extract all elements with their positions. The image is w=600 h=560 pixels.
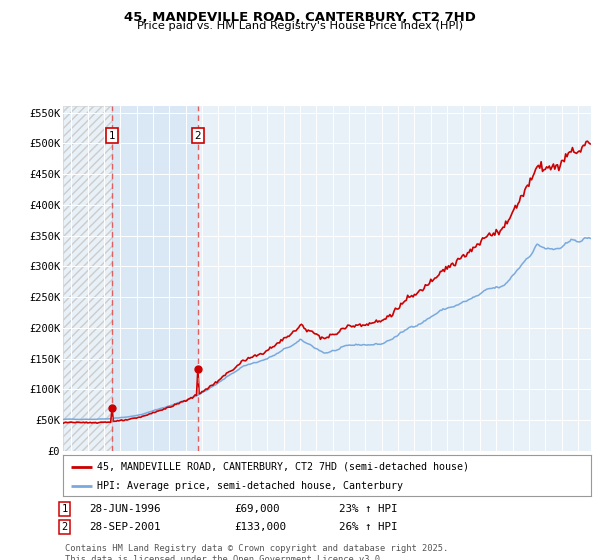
Text: 45, MANDEVILLE ROAD, CANTERBURY, CT2 7HD: 45, MANDEVILLE ROAD, CANTERBURY, CT2 7HD xyxy=(124,11,476,24)
Text: 23% ↑ HPI: 23% ↑ HPI xyxy=(339,504,397,514)
Text: 2: 2 xyxy=(62,522,68,532)
Text: 28-SEP-2001: 28-SEP-2001 xyxy=(89,522,160,532)
Text: Price paid vs. HM Land Registry's House Price Index (HPI): Price paid vs. HM Land Registry's House … xyxy=(137,21,463,31)
Text: 45, MANDEVILLE ROAD, CANTERBURY, CT2 7HD (semi-detached house): 45, MANDEVILLE ROAD, CANTERBURY, CT2 7HD… xyxy=(97,461,469,472)
Text: 2: 2 xyxy=(194,130,201,141)
Text: 26% ↑ HPI: 26% ↑ HPI xyxy=(339,522,397,532)
Text: HPI: Average price, semi-detached house, Canterbury: HPI: Average price, semi-detached house,… xyxy=(97,480,403,491)
Bar xyxy=(112,106,198,451)
Text: Contains HM Land Registry data © Crown copyright and database right 2025.
This d: Contains HM Land Registry data © Crown c… xyxy=(65,544,448,560)
Text: 1: 1 xyxy=(109,130,115,141)
Text: £69,000: £69,000 xyxy=(234,504,280,514)
Text: 28-JUN-1996: 28-JUN-1996 xyxy=(89,504,160,514)
Text: 1: 1 xyxy=(62,504,68,514)
Text: £133,000: £133,000 xyxy=(234,522,286,532)
